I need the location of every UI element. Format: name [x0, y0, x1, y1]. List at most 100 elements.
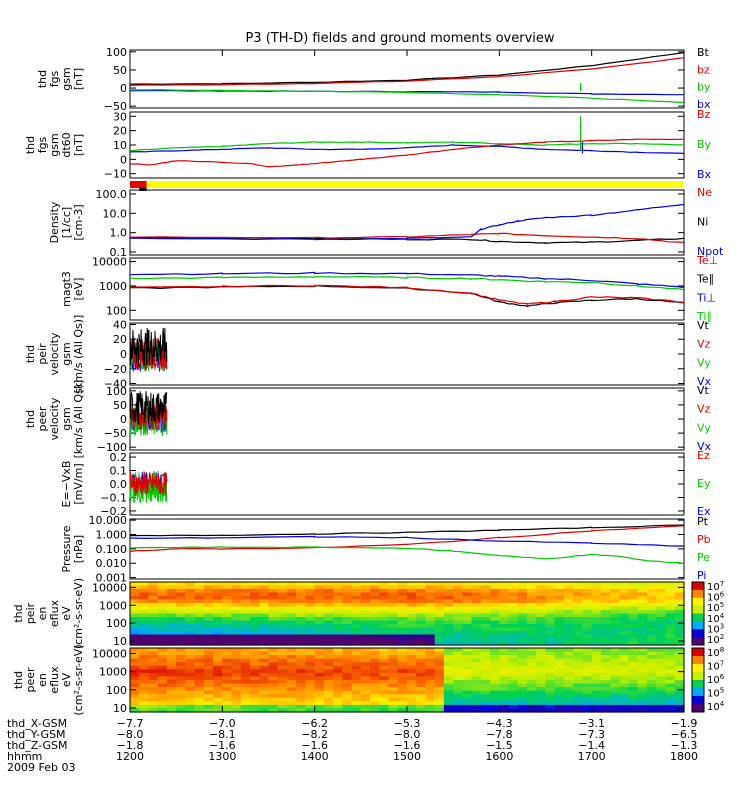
spectrogram-cell — [166, 665, 177, 670]
spectrogram-cell — [564, 582, 574, 587]
spectrogram-cell — [194, 694, 205, 699]
spectrogram-cell — [591, 582, 602, 587]
y-axis-label-line: velocity — [48, 332, 61, 375]
spectrogram-cell — [388, 592, 399, 597]
spectrogram-cell — [194, 651, 205, 656]
spectrogram-cell — [277, 704, 288, 710]
spectrogram-cell — [351, 697, 362, 702]
spectrogram-cell — [287, 690, 297, 695]
spectrogram-cell — [573, 665, 583, 670]
y-tick-label: 20 — [113, 333, 127, 346]
spectrogram-cell — [351, 687, 362, 692]
spectrogram-cell — [397, 592, 408, 597]
colorbar-label: 108 — [707, 646, 724, 659]
spectrogram-cell — [453, 697, 463, 702]
spectrogram-cell — [582, 606, 593, 611]
spectrogram-cell — [240, 631, 251, 636]
spectrogram-cell — [665, 585, 676, 590]
spectrogram-cell — [379, 662, 390, 667]
spectrogram-cell — [351, 655, 362, 660]
spectrogram-cell — [443, 658, 454, 663]
colorbar-label-base: 10 — [707, 689, 720, 700]
spectrogram-cell — [619, 687, 630, 692]
spectrogram-cell — [277, 655, 288, 660]
spectrogram-cell — [573, 627, 583, 632]
spectrogram-cell — [490, 669, 500, 674]
spectrogram-cell — [250, 662, 260, 667]
spectrogram-cell — [517, 694, 528, 699]
spectrogram-cell — [610, 701, 620, 706]
spectrogram-cell — [434, 582, 445, 587]
spectrogram-cell — [490, 676, 500, 681]
spectrogram-cell — [416, 599, 426, 604]
spectrogram-cell — [268, 672, 279, 678]
spectrogram-cell — [564, 641, 574, 646]
spectrogram-cell — [231, 620, 242, 625]
spectrogram-cell — [259, 627, 270, 632]
colorbar-label: 105 — [707, 601, 724, 614]
legend-entry: By — [697, 138, 712, 151]
spectrogram-cell — [564, 610, 574, 615]
spectrogram-cell — [222, 690, 233, 695]
spectrogram-cell — [416, 624, 426, 629]
spectrogram-cell — [342, 603, 353, 608]
spectrogram-cell — [434, 606, 445, 611]
spectrogram-cell — [397, 631, 408, 636]
spectrogram-cell — [647, 624, 657, 629]
spectrogram-cell — [333, 599, 343, 604]
spectrogram-cell — [231, 592, 242, 597]
spectrogram-cell — [250, 627, 260, 632]
spectrogram-cell — [250, 697, 260, 702]
spectrogram-cell — [213, 613, 223, 618]
spectrogram-cell — [379, 641, 390, 646]
spectrogram-cell — [296, 676, 306, 681]
spectrogram-cell — [148, 687, 159, 692]
spectrogram-cell — [176, 617, 186, 622]
spectrogram-cell — [637, 624, 648, 629]
spectrogram-cell — [656, 665, 667, 670]
spectrogram-cell — [213, 627, 223, 632]
spectrogram-cell — [443, 669, 454, 674]
spectrogram-cell — [213, 690, 223, 695]
spectrogram-cell — [545, 662, 556, 667]
spectrogram-cell — [573, 585, 583, 590]
spectrogram-cell — [480, 697, 491, 702]
spectrogram-cell — [656, 599, 667, 604]
spectrogram-cell — [536, 599, 547, 604]
spectrogram-cell — [656, 704, 667, 710]
spectrogram-cell — [425, 658, 436, 663]
spectrogram-cell — [240, 634, 251, 639]
spectrogram-cell — [287, 648, 297, 653]
spectrogram-cell — [250, 617, 260, 622]
spectrogram-cell — [554, 708, 565, 713]
spectrogram-cell — [203, 704, 214, 710]
spectrogram-cell — [203, 697, 214, 702]
spectrogram-cell — [508, 589, 519, 594]
y-tick-label: 1.000 — [96, 529, 128, 542]
spectrogram-cell — [434, 676, 445, 681]
spectrogram-cell — [370, 694, 380, 699]
spectrogram-cell — [231, 676, 242, 681]
spectrogram-cell — [397, 665, 408, 670]
spectrogram-cell — [388, 683, 399, 688]
legend-entry: Bx — [697, 168, 712, 181]
spectrogram-cell — [619, 658, 630, 663]
spectrogram-cell — [647, 641, 657, 646]
spectrogram-cell — [379, 651, 390, 656]
spectrogram-cell — [194, 665, 205, 670]
spectrogram-cell — [194, 624, 205, 629]
spectrogram-cell — [490, 638, 500, 643]
spectrogram-cell — [388, 676, 399, 681]
colorbar-label-base: 10 — [707, 635, 720, 646]
ephem-value: −8.1 — [209, 728, 236, 741]
spectrogram-cell — [619, 676, 630, 681]
spectrogram-cell — [370, 641, 380, 646]
spectrogram-cell — [351, 701, 362, 706]
spectrogram-cell — [499, 662, 510, 667]
spectrogram-cell — [443, 613, 454, 618]
spectrogram-cell — [536, 669, 547, 674]
spectrogram-cell — [480, 596, 491, 601]
spectrogram-cell — [462, 631, 473, 636]
spectrogram-cell — [277, 676, 288, 681]
